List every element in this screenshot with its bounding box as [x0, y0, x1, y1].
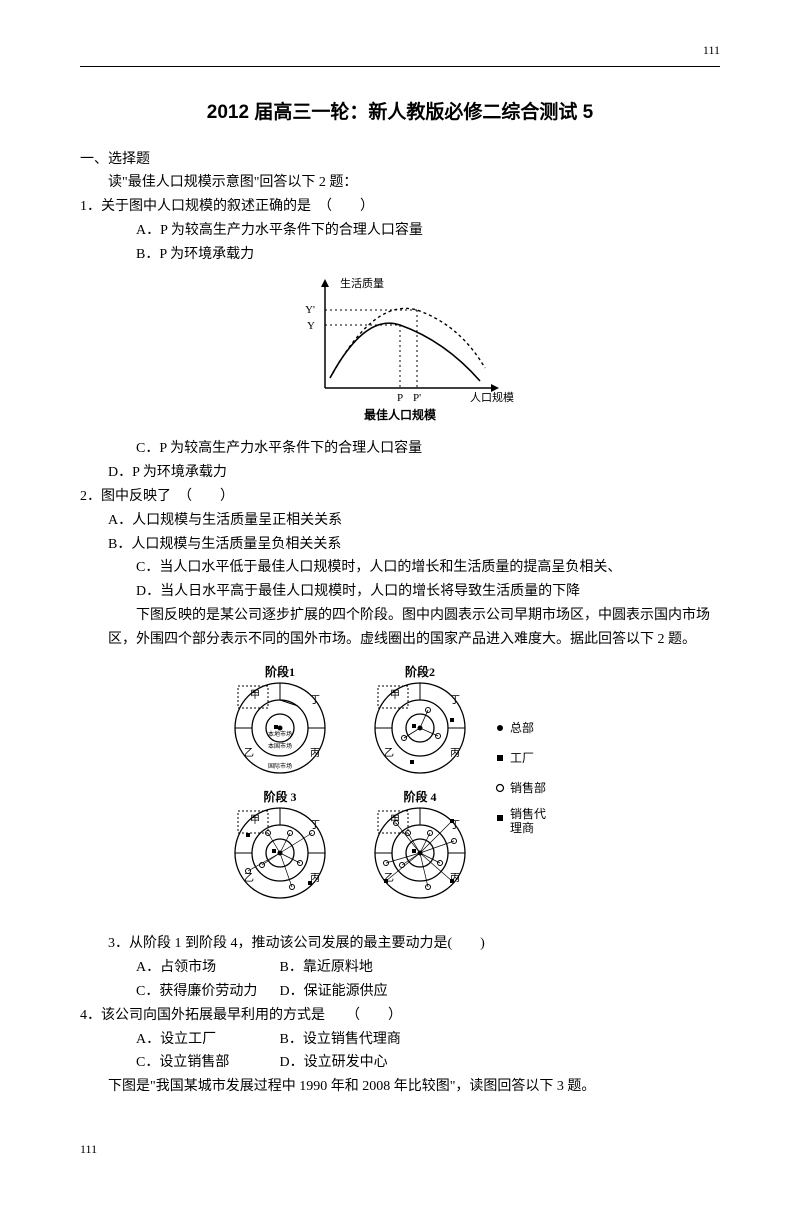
svg-text:P': P' [413, 392, 421, 404]
top-rule [80, 66, 720, 67]
svg-text:理商: 理商 [510, 820, 534, 835]
svg-text:国际市场: 国际市场 [268, 762, 292, 770]
q2-opt-b: B．人口规模与生活质量呈负相关关系 [80, 533, 720, 557]
q4-row1: A．设立工厂 B．设立销售代理商 [80, 1028, 720, 1052]
svg-text:丁: 丁 [310, 820, 320, 831]
svg-text:乙: 乙 [384, 747, 394, 759]
svg-text:总部: 总部 [510, 720, 534, 735]
q1-stem: 1．关于图中人口规模的叙述正确的是 （ ） [80, 195, 720, 219]
svg-text:生活质量: 生活质量 [340, 276, 384, 290]
intro-text-1: 读"最佳人口规模示意图"回答以下 2 题： [80, 171, 720, 195]
q4-row2: C．设立销售部 D．设立研发中心 [80, 1051, 720, 1075]
svg-text:阶段2: 阶段2 [405, 664, 435, 679]
svg-text:阶段 4: 阶段 4 [403, 789, 436, 804]
svg-text:人口规模: 人口规模 [470, 390, 514, 404]
q2-opt-c: C．当人口水平低于最佳人口规模时，人口的增长和生活质量的提高呈负相关、 [80, 556, 720, 580]
q3-opt-d: D．保证能源供应 [280, 980, 420, 1004]
q4-opt-a: A．设立工厂 [136, 1028, 276, 1052]
para-2: 下图反映的是某公司逐步扩展的四个阶段。图中内圆表示公司早期市场区，中圆表示国内市… [80, 604, 720, 652]
svg-text:工厂: 工厂 [510, 751, 534, 765]
q3-opt-a: A．占领市场 [136, 956, 276, 980]
svg-text:甲: 甲 [390, 690, 400, 701]
figure-1: Y' Y 生活质量 人口规模 P P' 最佳人口规模 [80, 273, 720, 432]
para-3: 下图是"我国某城市发展过程中 1990 年和 2008 年比较图"，读图回答以下… [80, 1075, 720, 1099]
q2-opt-d: D．当人日水平高于最佳人口规模时，人口的增长将导致生活质量的下降 [80, 580, 720, 604]
svg-text:Y': Y' [305, 304, 315, 316]
svg-text:销售部: 销售部 [510, 780, 546, 795]
q4-opt-d: D．设立研发中心 [280, 1051, 420, 1075]
q3-stem: 3．从阶段 1 到阶段 4，推动该公司发展的最主要动力是( ) [80, 932, 720, 956]
q1-opt-c: C．P 为较高生产力水平条件下的合理人口容量 [80, 437, 720, 461]
svg-text:甲: 甲 [250, 690, 260, 701]
svg-text:本地市场: 本地市场 [268, 730, 292, 738]
q1-opt-a: A．P 为较高生产力水平条件下的合理人口容量 [80, 219, 720, 243]
q4-opt-b: B．设立销售代理商 [280, 1028, 420, 1052]
q3-opt-c: C．获得廉价劳动力 [136, 980, 276, 1004]
section-heading: 一、选择题 [80, 148, 720, 172]
svg-text:最佳人口规模: 最佳人口规模 [364, 407, 437, 422]
svg-text:丙: 丙 [450, 748, 460, 759]
q4-stem: 4．该公司向国外拓展最早利用的方式是 （ ） [80, 1004, 720, 1028]
page-number-top: 111 [80, 40, 720, 60]
svg-text:丁: 丁 [450, 695, 460, 706]
q3-row1: A．占领市场 B．靠近原料地 [80, 956, 720, 980]
q1-opt-b: B．P 为环境承载力 [80, 243, 720, 267]
svg-text:销售代: 销售代 [510, 806, 546, 821]
svg-text:丙: 丙 [310, 748, 320, 759]
svg-text:P: P [397, 392, 403, 404]
q2-opt-a: A．人口规模与生活质量呈正相关关系 [80, 509, 720, 533]
svg-text:甲: 甲 [250, 815, 260, 826]
svg-text:丁: 丁 [310, 695, 320, 706]
svg-text:阶段 3: 阶段 3 [263, 789, 296, 804]
q2-stem: 2．图中反映了 （ ） [80, 485, 720, 509]
svg-text:本国市场: 本国市场 [268, 742, 292, 750]
q3-opt-b: B．靠近原料地 [280, 956, 420, 980]
q3-row2: C．获得廉价劳动力 D．保证能源供应 [80, 980, 720, 1004]
svg-text:阶段1: 阶段1 [265, 664, 295, 679]
svg-text:Y: Y [307, 320, 315, 332]
doc-title: 2012 届高三一轮：新人教版必修二综合测试 5 [80, 97, 720, 129]
q4-opt-c: C．设立销售部 [136, 1051, 276, 1075]
page-number-bottom: 111 [80, 1139, 720, 1159]
figure-2: 阶段1 甲 丁 乙 丙 本地市场 本国市场 国际市场 阶段2 甲 丁 乙 丙 [80, 658, 720, 927]
svg-text:乙: 乙 [244, 747, 254, 759]
q1-opt-d: D．P 为环境承载力 [80, 461, 720, 485]
